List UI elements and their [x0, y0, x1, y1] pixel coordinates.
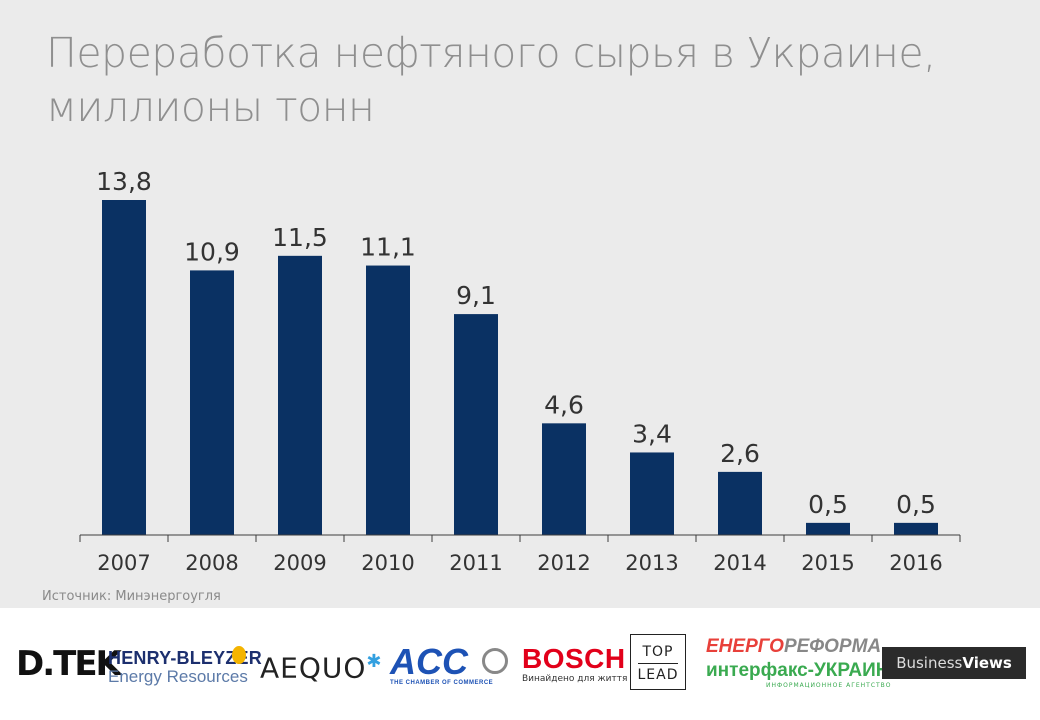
x-tick-label-2009: 2009 — [273, 551, 326, 575]
data-label-2014: 2,6 — [720, 439, 760, 468]
data-label-2007: 13,8 — [96, 167, 152, 196]
data-label-2015: 0,5 — [808, 490, 848, 519]
data-label-2016: 0,5 — [896, 490, 936, 519]
bar-2016 — [894, 522, 938, 535]
aequo-logo: AEQUO✱ — [260, 651, 383, 685]
bar-2010 — [366, 265, 410, 535]
bar-2009 — [278, 255, 322, 536]
x-tick-label-2014: 2014 — [713, 551, 766, 575]
source-note: Источник: Минэнергоугля — [42, 589, 221, 604]
chart-title: Переработка нефтяного сырья в Украине, м… — [46, 26, 1006, 134]
bar-2013 — [630, 452, 674, 535]
x-tick-label-2011: 2011 — [449, 551, 502, 575]
snowflake-icon: ✱ — [366, 651, 383, 672]
bar-chart: 13,8 2007 10,9 2008 11,5 2009 11,1 2010 9,1 2011 4… — [79, 167, 961, 575]
chart-title-line-2: миллионы тонн — [46, 83, 375, 131]
data-label-2012: 4,6 — [544, 390, 584, 419]
bar-2007 — [102, 200, 146, 535]
henry-bleyzer-logo: HENRY-BLEYZER Energy Resources — [108, 646, 262, 686]
data-label-2011: 9,1 — [456, 281, 496, 310]
bar-2015 — [806, 522, 850, 535]
sponsor-logos-strip: D.TEK HENRY-BLEYZER Energy Resources AEQ… — [0, 608, 1040, 720]
bar-2008 — [190, 270, 234, 535]
x-tick-label-2012: 2012 — [537, 551, 590, 575]
business-views-logo: BusinessViews — [882, 647, 1026, 679]
bosch-ring-icon — [482, 648, 508, 674]
x-tick-label-2016: 2016 — [889, 551, 942, 575]
drop-icon — [232, 646, 246, 664]
bar-2011 — [454, 314, 498, 535]
chart-title-line-1: Переработка нефтяного сырья в Украине, — [46, 29, 936, 77]
acc-logo: ACC THE CHAMBER OF COMMERCE — [390, 641, 494, 687]
data-label-2008: 10,9 — [184, 237, 240, 266]
x-tick-label-2008: 2008 — [185, 551, 238, 575]
x-tick-label-2015: 2015 — [801, 551, 854, 575]
bosch-logo: BOSCH Винайдено для життя — [522, 643, 628, 685]
bar-2014 — [718, 471, 762, 535]
energoreforma-interfax-logo: ЕНЕРГОРЕФОРМА интерфакс-УКРАИНА ИНФОРМАЦ… — [706, 636, 904, 689]
bar-2012 — [542, 423, 586, 535]
x-tick-label-2010: 2010 — [361, 551, 414, 575]
x-tick-label-2013: 2013 — [625, 551, 678, 575]
data-label-2009: 11,5 — [272, 223, 328, 252]
chart-panel: Переработка нефтяного сырья в Украине, м… — [0, 0, 1040, 608]
data-label-2013: 3,4 — [632, 419, 672, 448]
data-label-2010: 11,1 — [360, 233, 416, 262]
dtek-logo: D.TEK — [16, 644, 122, 684]
x-tick-label-2007: 2007 — [97, 551, 150, 575]
top-lead-logo: TOP LEAD — [630, 634, 686, 690]
